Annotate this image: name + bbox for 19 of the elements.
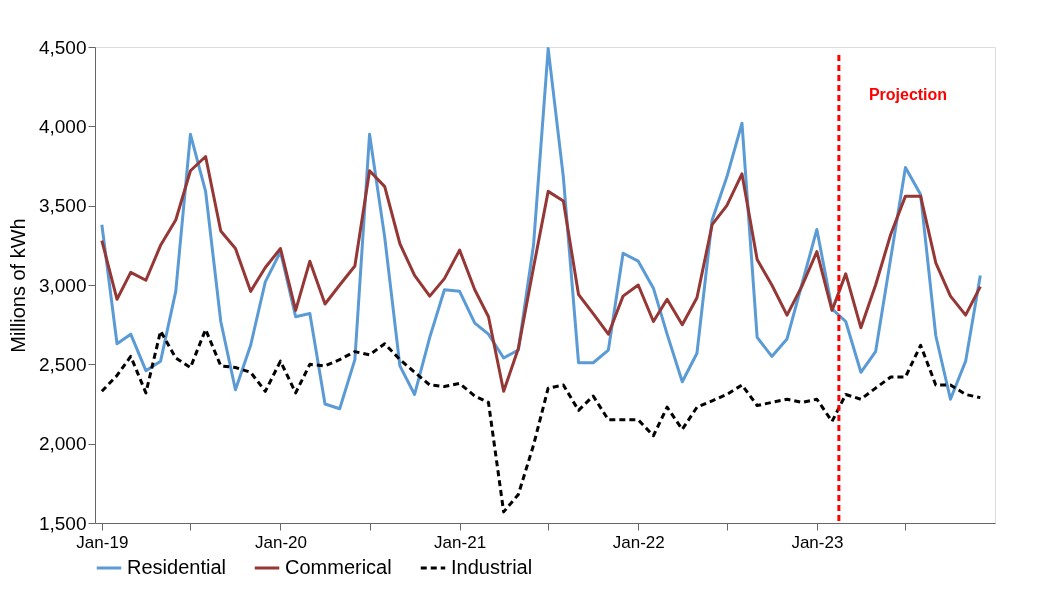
x-tick-label: Jan-22: [612, 532, 665, 552]
legend-label: Commerical: [285, 556, 392, 578]
x-tick-label: Jan-21: [434, 532, 487, 552]
y-tick-label: 2,500: [38, 353, 87, 375]
y-tick-label: 4,500: [38, 36, 87, 58]
legend-label: Industrial: [451, 556, 533, 578]
y-axis-title: Millions of kWh: [6, 218, 29, 353]
x-tick-label: Jan-23: [791, 532, 844, 552]
y-tick-label: 3,500: [38, 195, 87, 217]
y-tick-label: 2,000: [38, 433, 87, 455]
x-tick-label: Jan-19: [76, 532, 129, 552]
y-tick-label: 4,000: [38, 115, 87, 137]
line-series: [100, 154, 982, 393]
y-tick-label: 3,000: [38, 274, 87, 296]
ref-line-label: Projection: [868, 86, 948, 103]
x-tick-label: Jan-20: [254, 532, 307, 552]
y-tick-label: 1,500: [38, 512, 87, 534]
line-series: [100, 47, 982, 411]
legend-label: Residential: [127, 556, 226, 578]
